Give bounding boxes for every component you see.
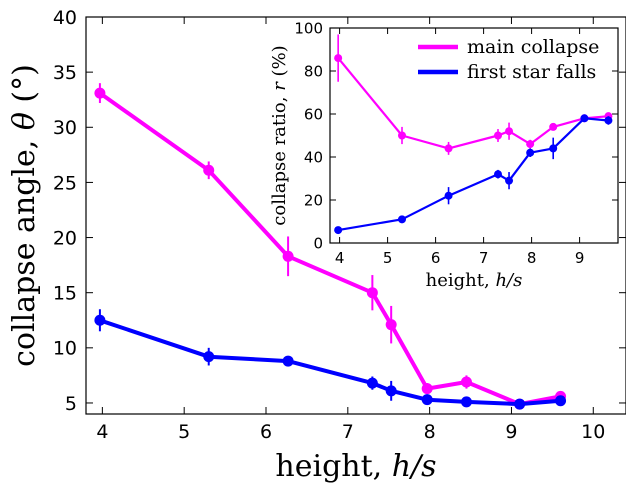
main-y-tick-label: 25 [53,172,77,194]
main-series-1-point [282,355,294,367]
main-x-axis-label: height, h/s [275,449,436,484]
main-x-tick-label: 10 [581,421,605,443]
inset-plot: 4 5 6 7 8 9 0 20 40 60 80 100 height, h/s collapse ra… [269,19,619,291]
main-series-0-point [460,376,472,388]
main-series-0-point [282,250,294,262]
main-series-0-point [421,383,433,395]
main-series-1-point [421,394,433,406]
main-y-tick-label: 20 [53,227,77,249]
inset-series-1-point [444,191,453,200]
main-y-tick-label: 15 [53,283,77,305]
inset-series-1-point [604,116,613,125]
main-series-1-point [514,398,526,410]
inset-x-tick-label: 9 [575,249,585,267]
inset-series-0-point [334,54,343,63]
inset-y-tick-label: 20 [304,191,323,209]
inset-series-0-point [398,131,406,140]
main-series-0-point [203,164,215,176]
inset-frame [329,27,619,244]
main-y-axis-label: collapse angle, θ (°) [7,64,42,367]
main-series-1-point [555,395,567,407]
main-y-tick-label: 40 [53,7,77,29]
main-y-tick-label: 5 [65,393,77,415]
inset-series-1-point [526,148,535,157]
inset-series-0-point [505,127,514,136]
main-x-tick-label: 8 [424,421,436,443]
legend-label-0: main collapse [467,36,599,58]
main-y-tick-label: 10 [53,338,77,360]
inset-x-tick-label: 6 [431,249,441,267]
inset-series-1-point [580,114,589,123]
main-x-tick-label: 6 [260,421,272,443]
main-series-0-point [94,87,106,99]
inset-series-0-point [526,140,535,149]
inset-x-tick-label: 8 [527,249,537,267]
inset-y-tick-label: 60 [304,105,323,123]
inset-x-tick-label: 7 [479,249,489,267]
main-series-1-point [385,385,397,397]
inset-series-0-point [494,131,502,140]
inset-y-tick-label: 40 [304,148,323,166]
inset-series-1-point [398,215,406,224]
inset-series-0-point [444,144,453,153]
main-series-1-point [460,396,472,408]
inset-series-1-point [494,170,502,179]
inset-y-tick-label: 100 [294,19,323,37]
legend-label-1: first star falls [467,61,596,83]
main-x-tick-label: 5 [178,421,190,443]
inset-series-0-point [549,122,558,131]
inset-x-tick-label: 5 [383,249,393,267]
main-series-0-point [366,287,378,299]
main-series-1-point [94,314,106,326]
main-x-tick-label: 7 [342,421,354,443]
main-series-0-point [385,319,397,331]
inset-series-1-point [505,176,514,185]
inset-series-1-point [549,144,558,153]
main-series-1-point [366,377,378,389]
inset-series-1-point [334,226,343,235]
main-x-tick-label: 9 [505,421,517,443]
main-y-tick-label: 35 [53,62,77,84]
inset-y-tick-label: 80 [304,62,323,80]
inset-x-tick-label: 4 [335,249,345,267]
inset-y-tick-label: 0 [313,234,323,252]
main-x-tick-label: 4 [96,421,108,443]
inset-y-axis-label: collapse ratio, r (%) [269,45,290,225]
main-series-1-point [203,351,215,363]
inset-x-axis-label: height, h/s [426,270,523,291]
main-y-tick-label: 30 [53,117,77,139]
